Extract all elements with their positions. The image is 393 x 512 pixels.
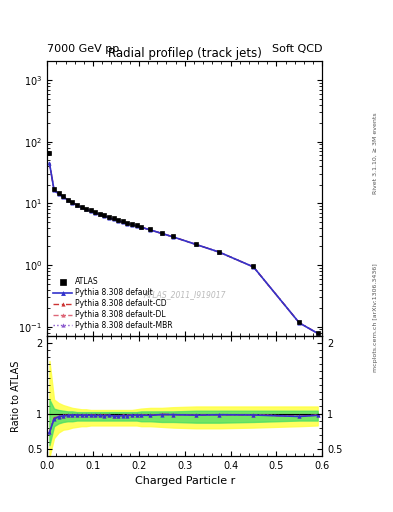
Title: Radial profileρ (track jets): Radial profileρ (track jets) bbox=[108, 47, 262, 60]
Legend: ATLAS, Pythia 8.308 default, Pythia 8.308 default-CD, Pythia 8.308 default-DL, P: ATLAS, Pythia 8.308 default, Pythia 8.30… bbox=[51, 275, 175, 332]
Text: ATLAS_2011_I919017: ATLAS_2011_I919017 bbox=[143, 290, 226, 300]
Text: Rivet 3.1.10, ≥ 3M events: Rivet 3.1.10, ≥ 3M events bbox=[373, 113, 378, 195]
Text: mcplots.cern.ch [arXiv:1306.3436]: mcplots.cern.ch [arXiv:1306.3436] bbox=[373, 263, 378, 372]
Text: Soft QCD: Soft QCD bbox=[272, 44, 322, 54]
Text: 7000 GeV pp: 7000 GeV pp bbox=[47, 44, 119, 54]
X-axis label: Charged Particle r: Charged Particle r bbox=[134, 476, 235, 486]
Y-axis label: Ratio to ATLAS: Ratio to ATLAS bbox=[11, 360, 21, 432]
